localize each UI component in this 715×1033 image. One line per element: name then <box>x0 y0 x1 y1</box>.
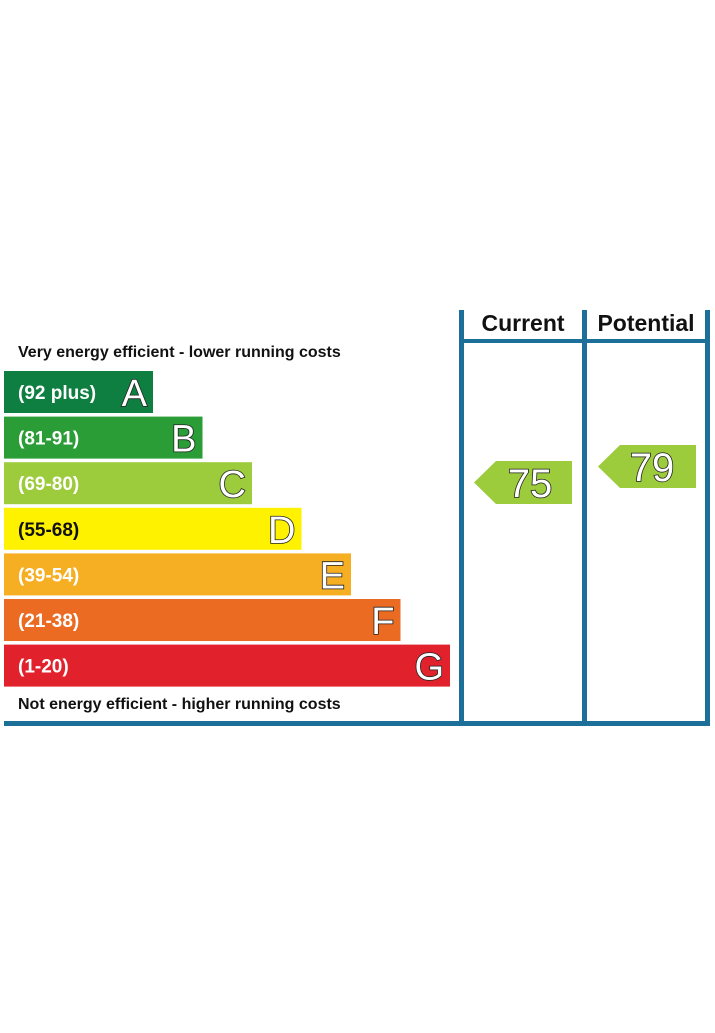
potential-rating-value: 79 <box>630 446 675 490</box>
band-f-range: (21-38) <box>18 611 79 632</box>
band-e: (39-54) E <box>4 553 351 598</box>
rating-bands: (92 plus) A(81-91) B(69-80) C(55-68) D(39-54… <box>4 371 450 689</box>
band-d: (55-68) D <box>4 507 302 553</box>
frame-bottom-line <box>4 721 710 726</box>
band-g-bar <box>4 644 450 687</box>
band-f-letter: F <box>371 601 394 643</box>
band-g-range: (1-20) <box>18 657 69 678</box>
band-d-range: (55-68) <box>18 520 79 541</box>
band-e-range: (39-54) <box>18 565 79 586</box>
band-d-letter: D <box>268 510 295 552</box>
band-c-letter: C <box>219 464 246 506</box>
band-b-letter: B <box>171 419 196 461</box>
band-e-letter: E <box>320 555 345 597</box>
band-c-range: (69-80) <box>18 474 79 495</box>
band-g-letter: G <box>414 647 444 689</box>
current-rating-value: 75 <box>508 462 553 506</box>
chart-frame <box>4 310 710 726</box>
band-b-bar <box>4 416 203 459</box>
band-a-range: (92 plus) <box>18 383 96 404</box>
band-c: (69-80) C <box>4 462 252 507</box>
band-g: (1-20) G <box>4 644 450 689</box>
frame-divider-left <box>459 310 464 724</box>
band-f: (21-38) F <box>4 599 401 644</box>
current-header: Current <box>481 310 564 336</box>
band-c-bar <box>4 462 252 505</box>
band-f-bar <box>4 599 401 641</box>
bottom-caption: Not energy efficient - higher running co… <box>18 696 341 713</box>
top-caption: Very energy efficient - lower running co… <box>18 344 341 361</box>
potential-rating-arrow: 79 <box>598 445 696 491</box>
frame-header-line <box>459 339 710 343</box>
current-rating-arrow: 75 <box>474 461 572 507</box>
band-b: (81-91) B <box>4 416 203 461</box>
band-d-bar <box>4 507 302 550</box>
potential-arrow-shape <box>598 445 696 488</box>
frame-divider-middle <box>582 310 587 724</box>
band-e-bar <box>4 553 351 596</box>
band-a-bar <box>4 371 153 413</box>
frame-divider-right <box>705 310 710 724</box>
current-arrow-shape <box>474 461 572 504</box>
band-a-letter: A <box>122 373 148 415</box>
band-b-range: (81-91) <box>18 429 79 450</box>
potential-header: Potential <box>597 310 694 336</box>
band-a: (92 plus) A <box>4 371 153 416</box>
